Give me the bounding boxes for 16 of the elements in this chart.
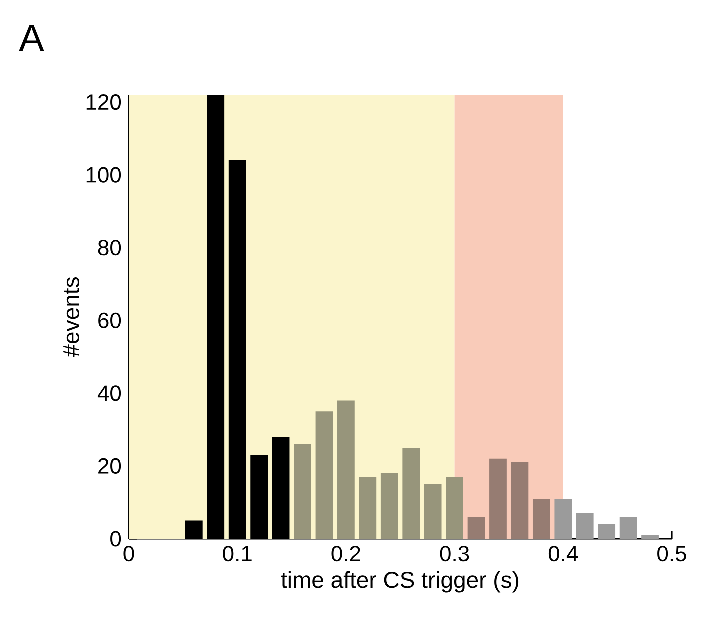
y-tick-label: 120 (86, 94, 122, 110)
y-tick-label: 0 (110, 531, 122, 547)
y-tick-label: 20 (98, 458, 122, 474)
x-tick-label: 0.2 (332, 546, 360, 562)
x-tick-label: 0.5 (658, 546, 686, 562)
x-tick-label: 0.3 (440, 546, 470, 562)
y-tick-label: 40 (98, 386, 122, 402)
y-tick-label: 80 (98, 240, 122, 256)
y-tick-label: 100 (86, 167, 122, 183)
x-tick-label: 0 (124, 546, 134, 562)
x-tick-label: 0.4 (548, 546, 578, 562)
x-axis-title: time after CS trigger (s) (281, 571, 519, 593)
y-tick-label: 60 (98, 312, 122, 328)
x-tick-label: 0.1 (223, 546, 252, 562)
y-axis-title: #events (64, 278, 80, 358)
text: A (19, 25, 44, 52)
